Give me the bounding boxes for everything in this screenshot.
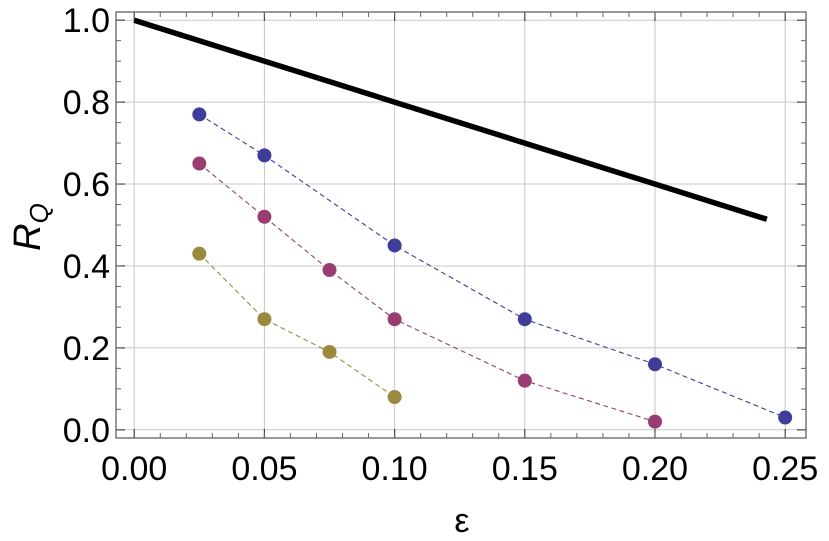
- data-point: [192, 107, 207, 122]
- x-tick-label: 0.00: [101, 450, 167, 488]
- data-point: [192, 156, 207, 171]
- y-axis-title-subscript: Q: [24, 203, 54, 223]
- y-tick-label: 0.4: [63, 248, 110, 286]
- data-point: [257, 312, 272, 327]
- tick-labels: 0.00 0.05 0.10 0.15 0.20 0.25 0.0 0.2 0.4 0.6 0.8 1…: [63, 2, 819, 488]
- data-point: [387, 238, 402, 253]
- series-line-0: [133, 17, 768, 222]
- series-dashed-line-1: [199, 113, 786, 419]
- data-point: [387, 312, 402, 327]
- x-axis-title: ε: [454, 502, 469, 540]
- y-tick-label: 0.0: [63, 412, 110, 450]
- grid: [116, 12, 806, 438]
- x-tick-label: 0.25: [752, 450, 818, 488]
- data-point: [257, 148, 272, 163]
- x-tick-label: 0.15: [492, 450, 558, 488]
- data-point: [778, 410, 793, 425]
- data-point: [517, 373, 532, 388]
- data-point: [387, 390, 402, 405]
- x-tick-label: 0.20: [622, 450, 688, 488]
- data-point: [647, 357, 662, 372]
- y-tick-label: 1.0: [63, 2, 110, 40]
- y-tick-label: 0.2: [63, 330, 110, 368]
- y-tick-label: 0.8: [63, 84, 110, 122]
- data-point: [517, 312, 532, 327]
- svg-text:RQ: RQ: [7, 203, 54, 251]
- y-axis-title-main: R: [7, 223, 49, 250]
- y-tick-label: 0.6: [63, 166, 110, 204]
- data-point: [257, 209, 272, 224]
- data-point: [322, 344, 337, 359]
- plot-frame: [115, 11, 807, 439]
- x-tick-label: 0.10: [362, 450, 428, 488]
- x-tick-label: 0.05: [231, 450, 297, 488]
- y-axis-title: RQ: [7, 203, 54, 251]
- series-dashed-line-3: [198, 253, 395, 398]
- data-point: [322, 263, 337, 278]
- ticks: [116, 12, 806, 438]
- series-dashed-line-2: [198, 163, 656, 423]
- series-layer: [133, 17, 793, 429]
- data-point: [647, 414, 662, 429]
- data-point: [192, 246, 207, 261]
